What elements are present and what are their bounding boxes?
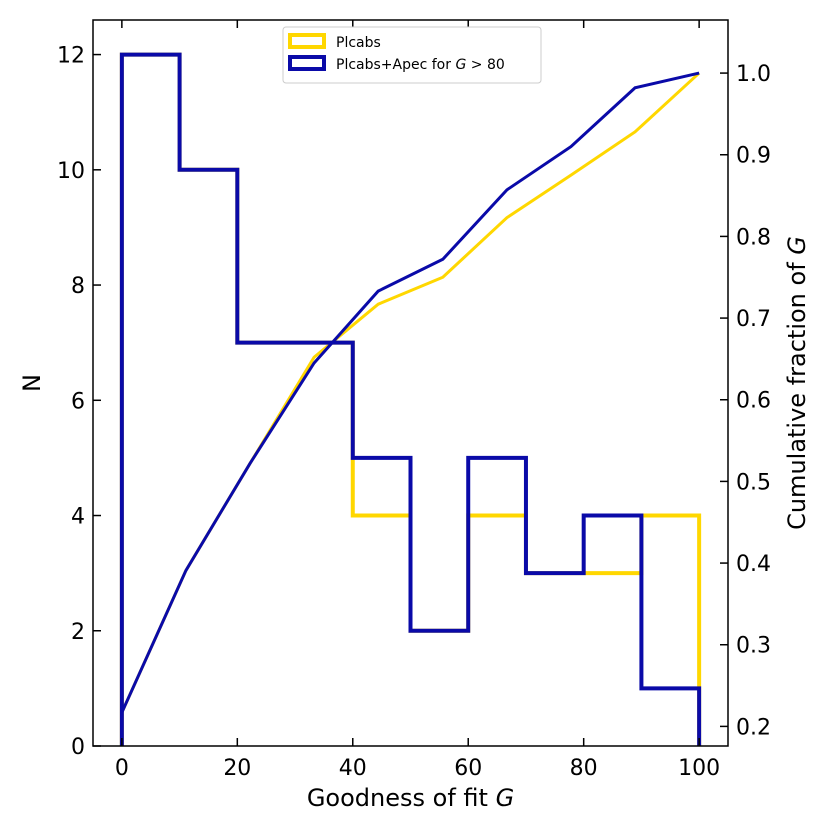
y-right-tick-label: 0.9 (736, 144, 771, 169)
legend-swatch-plcabs-apec (288, 55, 326, 71)
y-left-tick-label: 12 (57, 44, 85, 69)
y-left-tick-label: 8 (71, 274, 85, 299)
y-left-tick-label: 10 (57, 159, 85, 184)
series-layer (119, 52, 702, 746)
y-left-tick-label: 2 (71, 620, 85, 645)
y-axis-left-label: N (18, 374, 46, 392)
x-tick-label: 40 (339, 756, 367, 781)
y-left-tick-label: 6 (71, 389, 85, 414)
y-right-tick-label: 0.6 (736, 389, 771, 414)
y-right-tick-label: 1.0 (736, 62, 771, 87)
histogram-plcabs (119, 52, 702, 746)
legend-swatch-plcabs (288, 33, 326, 49)
x-tick-label: 80 (570, 756, 598, 781)
x-tick-label: 60 (454, 756, 482, 781)
y-right-tick-label: 0.7 (736, 307, 771, 332)
cumulative-line-plcabs-apec (120, 71, 700, 714)
legend-label-plcabs-apec: Plcabs+Apec for G > 80 (336, 57, 505, 73)
x-tick-label: 0 (115, 756, 129, 781)
x-axis-label: Goodness of fit G (307, 784, 514, 812)
y-right-tick-label: 0.2 (736, 715, 771, 740)
ticks-layer: 0 20 40 60 80 100 0 2 4 6 8 10 12 0.2 0.3 0.4 0.5 0.6 0.7 0… (57, 20, 771, 781)
legend-box (282, 26, 542, 84)
x-tick-label: 100 (678, 756, 720, 781)
plot-frame (92, 19, 729, 747)
legend: Plcabs Plcabs+Apec for G > 80 (282, 26, 542, 84)
y-left-tick-label: 4 (71, 505, 85, 530)
y-right-tick-label: 0.5 (736, 470, 771, 495)
y-right-tick-label: 0.3 (736, 634, 771, 659)
legend-label-plcabs: Plcabs (336, 35, 381, 51)
y-right-tick-label: 0.4 (736, 552, 771, 577)
x-tick-label: 20 (223, 756, 251, 781)
histogram-plcabs-apec (119, 52, 702, 746)
y-left-tick-label: 0 (71, 735, 85, 760)
y-axis-right-label: Cumulative fraction of G (783, 236, 811, 530)
y-right-tick-label: 0.8 (736, 225, 771, 250)
